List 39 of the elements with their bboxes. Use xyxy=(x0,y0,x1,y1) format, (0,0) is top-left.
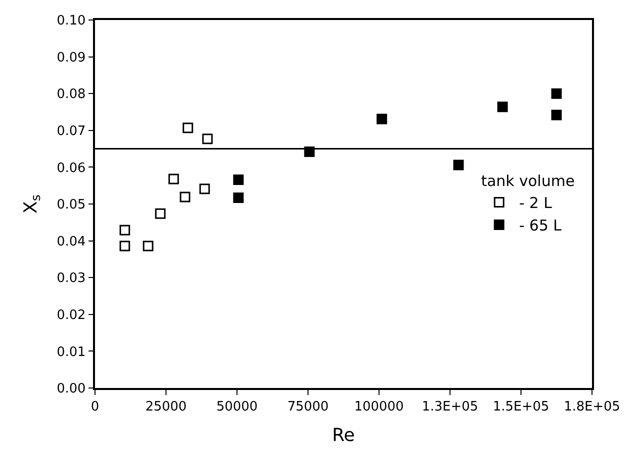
y-tick-label: 0.08 xyxy=(56,87,86,102)
point xyxy=(233,192,244,203)
y-tick-label: 0.05 xyxy=(56,198,86,213)
y-tick-label: 0.06 xyxy=(56,160,86,176)
x-tick-label: 100000 xyxy=(354,399,404,414)
point xyxy=(180,192,190,202)
y-tick-label: 0.00 xyxy=(56,382,86,397)
x-axis-title: Re xyxy=(332,424,355,446)
point xyxy=(199,184,210,194)
legend-label: - 2 L xyxy=(519,194,553,212)
legend-label: - 65 L xyxy=(519,216,562,235)
x-tick-label: 25000 xyxy=(145,399,187,414)
y-tick-label: 0.02 xyxy=(56,308,86,323)
point xyxy=(142,240,154,252)
y-tick-label: 0.09 xyxy=(56,50,86,66)
point xyxy=(551,88,562,99)
point xyxy=(155,208,166,219)
point xyxy=(233,174,244,185)
point xyxy=(551,110,562,120)
x-tick-label: 50000 xyxy=(216,399,258,414)
y-tick-label: 0.01 xyxy=(56,344,86,360)
point xyxy=(182,122,194,134)
y-tick-label: 0.03 xyxy=(56,271,86,286)
point xyxy=(202,134,213,144)
y-tick-label: 0.07 xyxy=(56,124,86,139)
x-tick-label: 1.3E+05 xyxy=(422,399,478,414)
y-tick-label: 0.10 xyxy=(56,14,86,29)
point xyxy=(168,174,179,184)
point xyxy=(497,102,508,112)
point xyxy=(376,114,388,124)
x-tick-label: 1.5E+05 xyxy=(492,399,550,414)
x-tick-label: 75000 xyxy=(287,399,329,414)
y-tick-label: 0.04 xyxy=(56,234,86,250)
point xyxy=(120,240,130,252)
legend-title: tank volume xyxy=(481,172,575,190)
x-tick-label: 0 xyxy=(90,399,100,414)
point xyxy=(453,160,464,170)
x-tick-label: 1.8E+05 xyxy=(564,399,620,414)
point xyxy=(120,224,130,236)
